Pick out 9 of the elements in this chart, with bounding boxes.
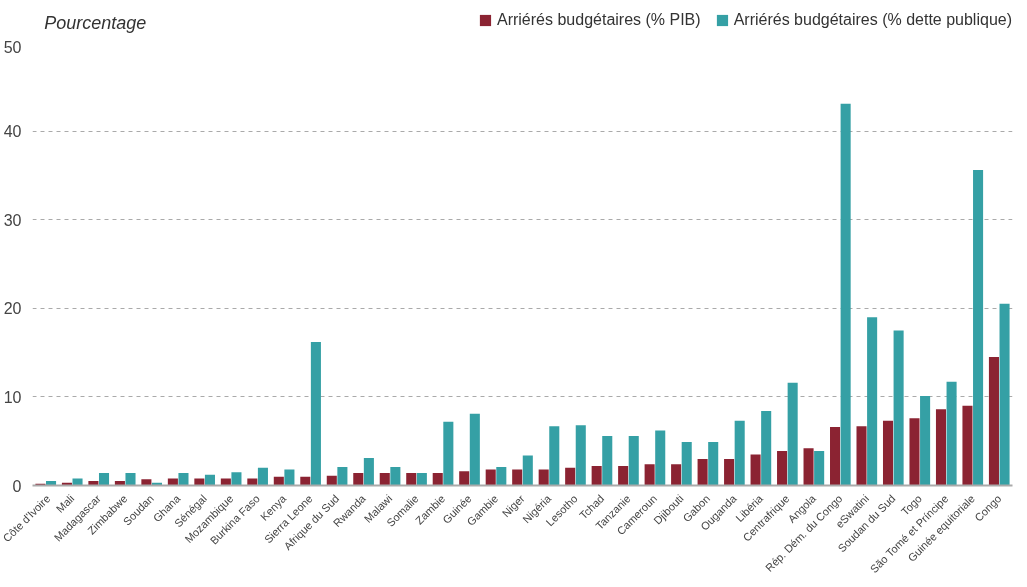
legend-label: Arriérés budgétaires (% PIB): [496, 11, 701, 29]
y-tick-label: 0: [12, 477, 22, 495]
y-tick-label: 50: [3, 38, 22, 56]
legend-label: Arriérés budgétaires (% dette publique): [733, 11, 1012, 29]
y-tick-label: 20: [3, 300, 22, 318]
y-axis-title: Pourcentage: [44, 12, 147, 33]
y-tick-label: 30: [3, 211, 22, 229]
y-tick-label: 40: [3, 123, 22, 141]
y-tick-label: 10: [3, 388, 22, 406]
